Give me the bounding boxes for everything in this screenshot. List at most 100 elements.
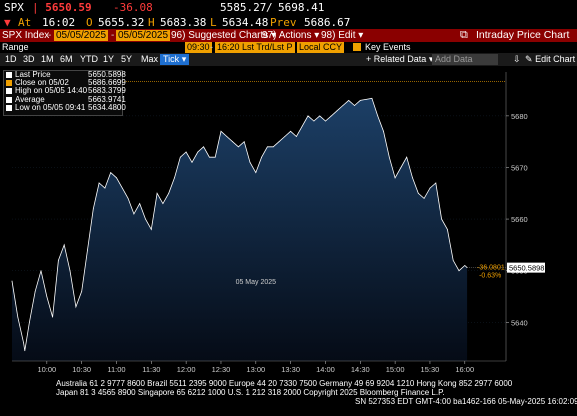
key-events-checkbox[interactable] <box>353 43 361 51</box>
legend-item[interactable]: Close on 05/02 5686.6699 <box>4 78 126 88</box>
chart-legend[interactable]: Last Price 5650.5898 Close on 05/02 5686.66… <box>3 70 126 116</box>
price-point <box>435 182 437 184</box>
x-axis: 10:00 10:30 11:00 11:30 12:00 12:30 13:00 13:30… <box>12 279 506 374</box>
price-point <box>81 290 83 292</box>
price-point <box>24 350 26 352</box>
price-point <box>197 151 199 153</box>
actions-menu[interactable]: 97) Actions ▾ <box>262 30 320 41</box>
legend-item[interactable]: High on 05/05 14:40 5683.3799 <box>4 87 126 95</box>
edit-menu[interactable]: 98) Edit ▾ <box>321 30 364 41</box>
range-toolbar: Range 09:30 - 16:20 Lst Trd/Lst P Local … <box>0 42 577 53</box>
related-data-button[interactable]: + Related Data ▾ <box>363 54 436 65</box>
price-point <box>249 161 251 163</box>
price-point <box>417 192 419 194</box>
price-point <box>58 260 59 261</box>
price-point <box>29 321 30 323</box>
price-point <box>11 280 13 282</box>
add-data-input[interactable]: Add Data <box>432 54 498 65</box>
download-icon[interactable]: ⇩ <box>513 54 521 64</box>
price-point <box>174 177 175 179</box>
date-from-input[interactable]: 05/05/2025 <box>54 30 109 41</box>
period-bar: 1D 3D 1M 6M YTD 1Y 5Y Max Tick ▾ + Relat… <box>0 53 577 66</box>
last-price-value: 5650.5898 <box>509 264 544 273</box>
x-tick-label: 11:00 <box>107 365 125 374</box>
quote-header: SPX | 5650.59 -36.08 5585.27 / 5698.41 <box>0 0 577 16</box>
suggested-charts-menu[interactable]: 96) Suggested Charts ▾ <box>171 30 277 41</box>
price-point <box>34 290 36 292</box>
edit-number: 98) <box>321 30 336 41</box>
legend-value: 5683.3799 <box>88 86 126 96</box>
popout-icon[interactable]: ⧉ <box>460 29 468 41</box>
x-tick-label: 15:00 <box>386 365 405 374</box>
date-to-input[interactable]: 05/05/2025 <box>116 30 171 41</box>
edit-chart-button[interactable]: ✎ Edit Chart <box>525 54 576 64</box>
chevron-down-icon: ▾ <box>181 54 187 64</box>
price-point <box>261 156 262 158</box>
low-label: L <box>210 16 217 29</box>
price-point <box>458 270 460 272</box>
price-point <box>267 146 268 148</box>
time-from-input[interactable]: 09:30 <box>185 42 212 53</box>
period-ytd[interactable]: YTD <box>80 54 98 64</box>
tick-select[interactable]: Tick ▾ <box>160 54 190 65</box>
last-price: | 5650.59 <box>32 1 92 14</box>
price-point <box>156 192 158 194</box>
price-point <box>336 110 338 112</box>
price-point <box>429 187 431 189</box>
price-point <box>179 156 181 158</box>
open-value: 5655.32 <box>98 16 145 29</box>
y-axis: 56405650566056705680 <box>505 72 528 361</box>
page-title: Intraday Price Chart <box>476 29 570 41</box>
price-point <box>150 229 152 230</box>
price-points <box>11 97 468 352</box>
price-point <box>301 125 303 127</box>
legend-label: Average <box>15 94 45 104</box>
price-point <box>313 120 315 122</box>
period-6m[interactable]: 6M <box>60 54 73 64</box>
price-point <box>377 115 379 117</box>
key-events-label: Key Events <box>365 42 411 52</box>
legend-value: 5634.4800 <box>88 102 126 112</box>
price-point <box>209 156 210 158</box>
price-point <box>296 136 297 137</box>
price-point <box>162 203 164 205</box>
security-field[interactable]: SPX Index <box>2 30 50 41</box>
period-1m[interactable]: 1M <box>41 54 54 64</box>
open-label: O <box>86 16 93 29</box>
field-mode-select[interactable]: Lst Trd/Lst P <box>240 42 295 53</box>
x-tick-label: 13:30 <box>281 365 300 374</box>
price-point <box>243 141 245 143</box>
y-tick-label: 5680 <box>511 112 528 121</box>
period-1y[interactable]: 1Y <box>103 54 115 64</box>
period-5y[interactable]: 5Y <box>121 54 133 64</box>
price-point <box>232 141 234 143</box>
legend-swatch <box>6 96 12 103</box>
high-value: 5683.38 <box>160 16 207 29</box>
price-point <box>203 146 205 148</box>
range-separator: / <box>266 1 273 14</box>
price-point <box>40 270 42 272</box>
price-point <box>238 146 239 148</box>
legend-item[interactable]: Low on 05/05 09:41 5634.4800 <box>4 103 126 112</box>
price-point <box>423 198 425 199</box>
currency-select[interactable]: Local CCY <box>297 42 345 53</box>
price-point <box>185 151 187 153</box>
x-tick-label: 15:30 <box>421 365 440 374</box>
ticker: SPX <box>4 1 24 14</box>
legend-item[interactable]: Last Price 5650.5898 <box>4 70 126 79</box>
price-point <box>383 130 384 132</box>
period-1d[interactable]: 1D <box>5 54 17 64</box>
price-point <box>284 136 286 137</box>
time-to-input[interactable]: 16:20 <box>215 42 242 53</box>
legend-label: Close on 05/02 <box>15 78 69 88</box>
period-3d[interactable]: 3D <box>23 54 35 64</box>
price-chart[interactable]: 56405650566056705680 10:0010:3011:0011:3… <box>0 66 577 378</box>
net-change: -36.08 <box>113 1 153 14</box>
legend-swatch <box>6 88 12 95</box>
legend-item[interactable]: Average 5663.9741 <box>4 94 126 104</box>
footer-contacts: Australia 61 2 9777 8600 Brazil 5511 239… <box>56 379 513 388</box>
period-max[interactable]: Max <box>141 54 159 64</box>
y-tick-label: 5670 <box>511 163 528 172</box>
prev-value: 5686.67 <box>304 16 351 29</box>
date-to-dash: - <box>111 30 115 41</box>
